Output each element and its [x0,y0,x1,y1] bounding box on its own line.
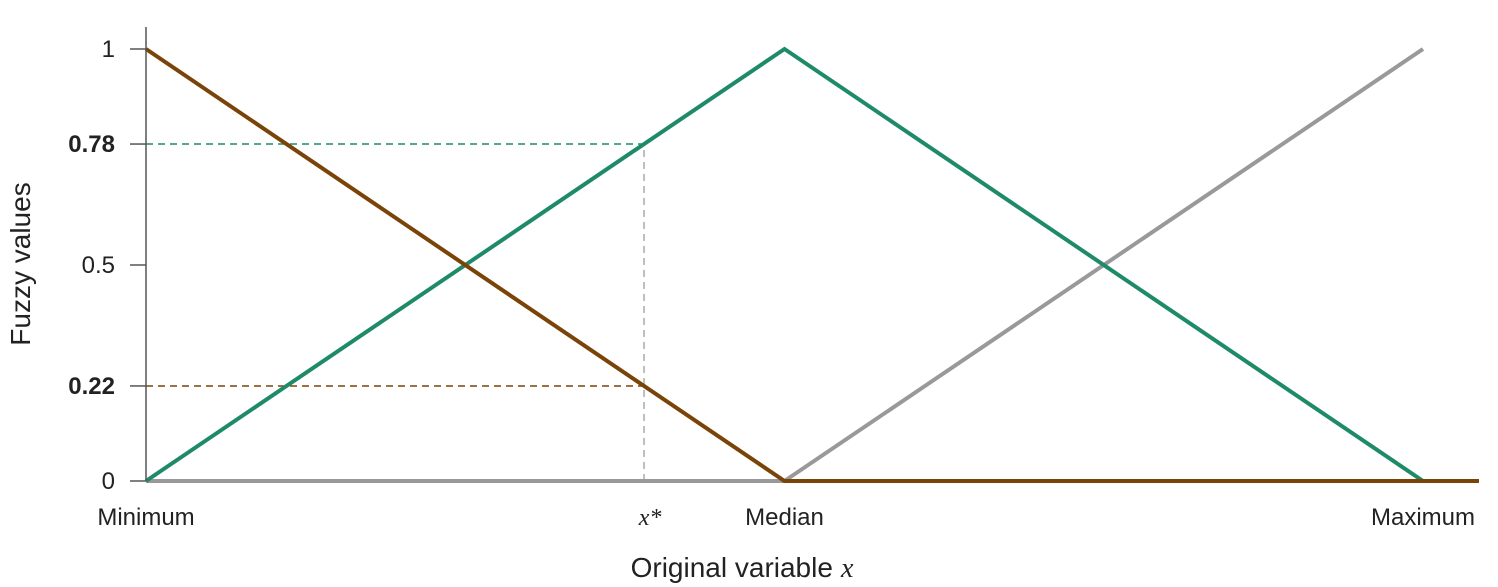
y-tick-label-0: 0 [102,468,115,495]
x-ticks: Minimum Median Maximum [97,504,1475,531]
y-tick-label-2: 0.5 [82,252,115,279]
guide-lines [146,143,645,481]
x-axis-title-text: Original variable [631,552,833,583]
series-line-3 [144,47,1479,483]
y-tick-label-4: 1 [102,36,115,63]
y-axis-title: Fuzzy values [5,182,36,345]
x-axis-title: Original variable x [631,552,854,584]
x-tick-label-0: Minimum [97,504,194,531]
y-ticks: 0 0.22 0.5 0.78 1 [68,36,146,495]
x-tick-label-2: Maximum [1371,504,1475,531]
y-tick-label-1: 0.22 [68,373,115,400]
series-lines [144,46,1479,483]
x-tick-label-1: Median [745,504,824,531]
series-line-2 [144,46,1425,483]
x-axis-title-variable: x [840,553,854,584]
x-star-label: x* [638,505,662,531]
y-tick-label-3: 0.78 [68,131,115,158]
